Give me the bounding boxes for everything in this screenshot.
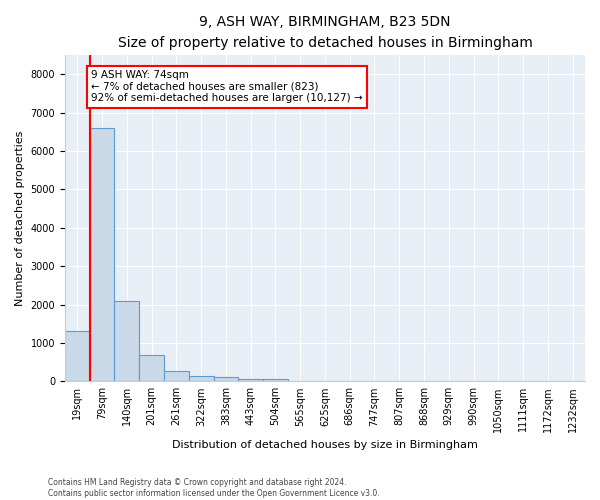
Bar xyxy=(263,379,288,382)
Bar xyxy=(139,355,164,382)
Y-axis label: Number of detached properties: Number of detached properties xyxy=(15,130,25,306)
Bar xyxy=(238,379,263,382)
X-axis label: Distribution of detached houses by size in Birmingham: Distribution of detached houses by size … xyxy=(172,440,478,450)
Text: Contains HM Land Registry data © Crown copyright and database right 2024.
Contai: Contains HM Land Registry data © Crown c… xyxy=(48,478,380,498)
Bar xyxy=(89,128,115,382)
Bar xyxy=(164,370,189,382)
Bar xyxy=(65,332,89,382)
Bar xyxy=(189,376,214,382)
Bar xyxy=(214,378,238,382)
Bar xyxy=(115,300,139,382)
Title: 9, ASH WAY, BIRMINGHAM, B23 5DN
Size of property relative to detached houses in : 9, ASH WAY, BIRMINGHAM, B23 5DN Size of … xyxy=(118,15,532,50)
Text: 9 ASH WAY: 74sqm
← 7% of detached houses are smaller (823)
92% of semi-detached : 9 ASH WAY: 74sqm ← 7% of detached houses… xyxy=(91,70,362,104)
